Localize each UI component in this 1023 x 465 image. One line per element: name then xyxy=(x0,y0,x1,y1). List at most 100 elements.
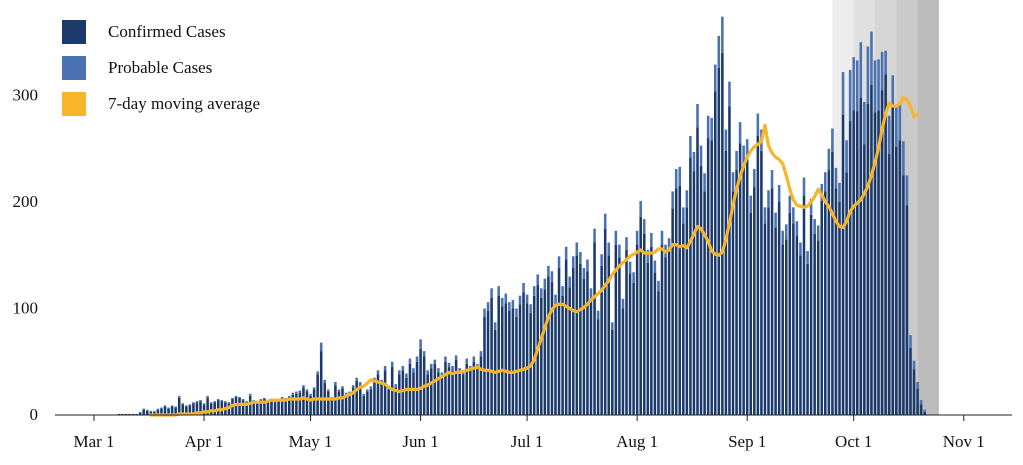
probable-bar xyxy=(390,361,394,368)
confirmed-bar xyxy=(664,257,667,415)
confirmed-bar xyxy=(689,157,692,415)
probable-bar xyxy=(216,399,220,401)
confirmed-bar xyxy=(295,393,298,415)
probable-bar xyxy=(689,135,692,158)
probable-bar xyxy=(902,141,905,176)
y-tick-label: 100 xyxy=(13,299,39,318)
probable-bar xyxy=(781,230,784,245)
confirmed-bar xyxy=(866,104,870,416)
probable-bar xyxy=(309,393,312,396)
confirmed-bar xyxy=(898,140,902,416)
y-tick-label: 300 xyxy=(13,86,39,105)
confirmed-bar xyxy=(632,282,635,415)
probable-bar xyxy=(923,409,926,412)
probable-bar xyxy=(504,293,508,304)
probable-bar xyxy=(667,238,671,251)
probable-bar xyxy=(593,228,596,243)
probable-bar xyxy=(909,335,912,348)
confirmed-bar xyxy=(639,216,642,415)
confirmed-bar xyxy=(792,223,795,415)
probable-bar xyxy=(344,392,348,395)
probable-bar xyxy=(174,406,177,408)
confirmed-bar xyxy=(138,412,142,415)
confirmed-bar xyxy=(121,413,124,415)
confirmed-bar xyxy=(660,244,664,415)
confirmed-bar xyxy=(330,399,334,415)
confirmed-bar xyxy=(192,403,195,415)
legend-label-confirmed: Confirmed Cases xyxy=(108,22,226,41)
confirmed-bar xyxy=(117,413,121,415)
probable-bar xyxy=(156,408,160,410)
x-axis-ticks: Mar 1 Apr 1 May 1 Jun 1 Jul 1 Aug 1 Sep 1 Oct 1… xyxy=(73,415,985,451)
confirmed-bar xyxy=(770,188,774,415)
probable-bar xyxy=(508,302,511,311)
probable-bar xyxy=(295,391,298,394)
confirmed-bar xyxy=(316,374,319,415)
confirmed-bar xyxy=(472,361,476,415)
confirmed-bar xyxy=(327,391,330,415)
probable-bar xyxy=(905,175,909,206)
probable-bar xyxy=(614,230,618,245)
probable-bar xyxy=(600,254,603,266)
confirmed-bar xyxy=(419,348,422,415)
confirmed-bar xyxy=(540,297,543,415)
confirmed-bar xyxy=(642,233,646,415)
probable-bar xyxy=(859,42,863,98)
probable-bar xyxy=(479,351,483,357)
probable-bar xyxy=(529,304,532,313)
confirmed-bar xyxy=(710,140,713,416)
confirmed-bar xyxy=(437,372,440,415)
probable-bar xyxy=(607,242,611,256)
confirmed-bar xyxy=(923,411,926,415)
y-tick-label: 0 xyxy=(30,405,39,424)
confirmed-bar xyxy=(160,408,163,415)
confirmed-bar xyxy=(451,370,454,415)
confirmed-bar xyxy=(557,268,561,415)
confirmed-bar xyxy=(674,188,678,415)
legend-item-probable: Probable Cases xyxy=(62,50,260,86)
confirmed-bar xyxy=(589,297,593,415)
legend-swatch-confirmed xyxy=(62,20,86,44)
probable-bar xyxy=(919,400,923,405)
confirmed-bar xyxy=(412,372,415,415)
probable-bar xyxy=(880,51,884,91)
probable-bar xyxy=(167,407,170,409)
probable-bar xyxy=(263,397,266,400)
confirmed-bar xyxy=(735,170,738,415)
probable-bar xyxy=(699,145,703,166)
confirmed-bar xyxy=(213,402,216,415)
confirmed-bar xyxy=(429,368,433,415)
confirmed-bar xyxy=(753,187,756,415)
confirmed-bar xyxy=(919,404,923,415)
confirmed-bar xyxy=(177,397,181,415)
probable-bar xyxy=(419,339,422,349)
confirmed-bar xyxy=(518,304,522,415)
confirmed-bar xyxy=(124,413,128,415)
probable-bar xyxy=(458,368,461,373)
confirmed-bar xyxy=(170,406,174,415)
x-tick-label: May 1 xyxy=(289,432,333,451)
confirmed-bar xyxy=(855,111,859,415)
confirmed-bar xyxy=(185,406,188,415)
probable-bar xyxy=(415,356,419,362)
confirmed-bar xyxy=(738,143,742,415)
probable-bar xyxy=(408,358,412,364)
moving-average-line-group xyxy=(149,96,920,417)
x-tick-label: Sep 1 xyxy=(728,432,766,451)
probable-bar xyxy=(586,259,589,272)
confirmed-bar xyxy=(650,246,653,415)
confirmed-bar xyxy=(653,272,657,415)
probable-bar xyxy=(554,294,557,305)
confirmed-bar xyxy=(721,52,724,416)
confirmed-bar xyxy=(824,191,827,415)
probable-bar xyxy=(735,150,738,171)
confirmed-bar xyxy=(756,135,760,415)
confirmed-bar xyxy=(902,175,905,416)
x-tick-label: Jun 1 xyxy=(402,432,438,451)
confirmed-bar xyxy=(174,407,177,416)
probable-bar xyxy=(763,207,767,224)
confirmed-bar xyxy=(859,97,863,415)
probable-bar xyxy=(238,396,241,398)
probable-bar xyxy=(376,370,380,375)
probable-bar xyxy=(160,407,163,409)
